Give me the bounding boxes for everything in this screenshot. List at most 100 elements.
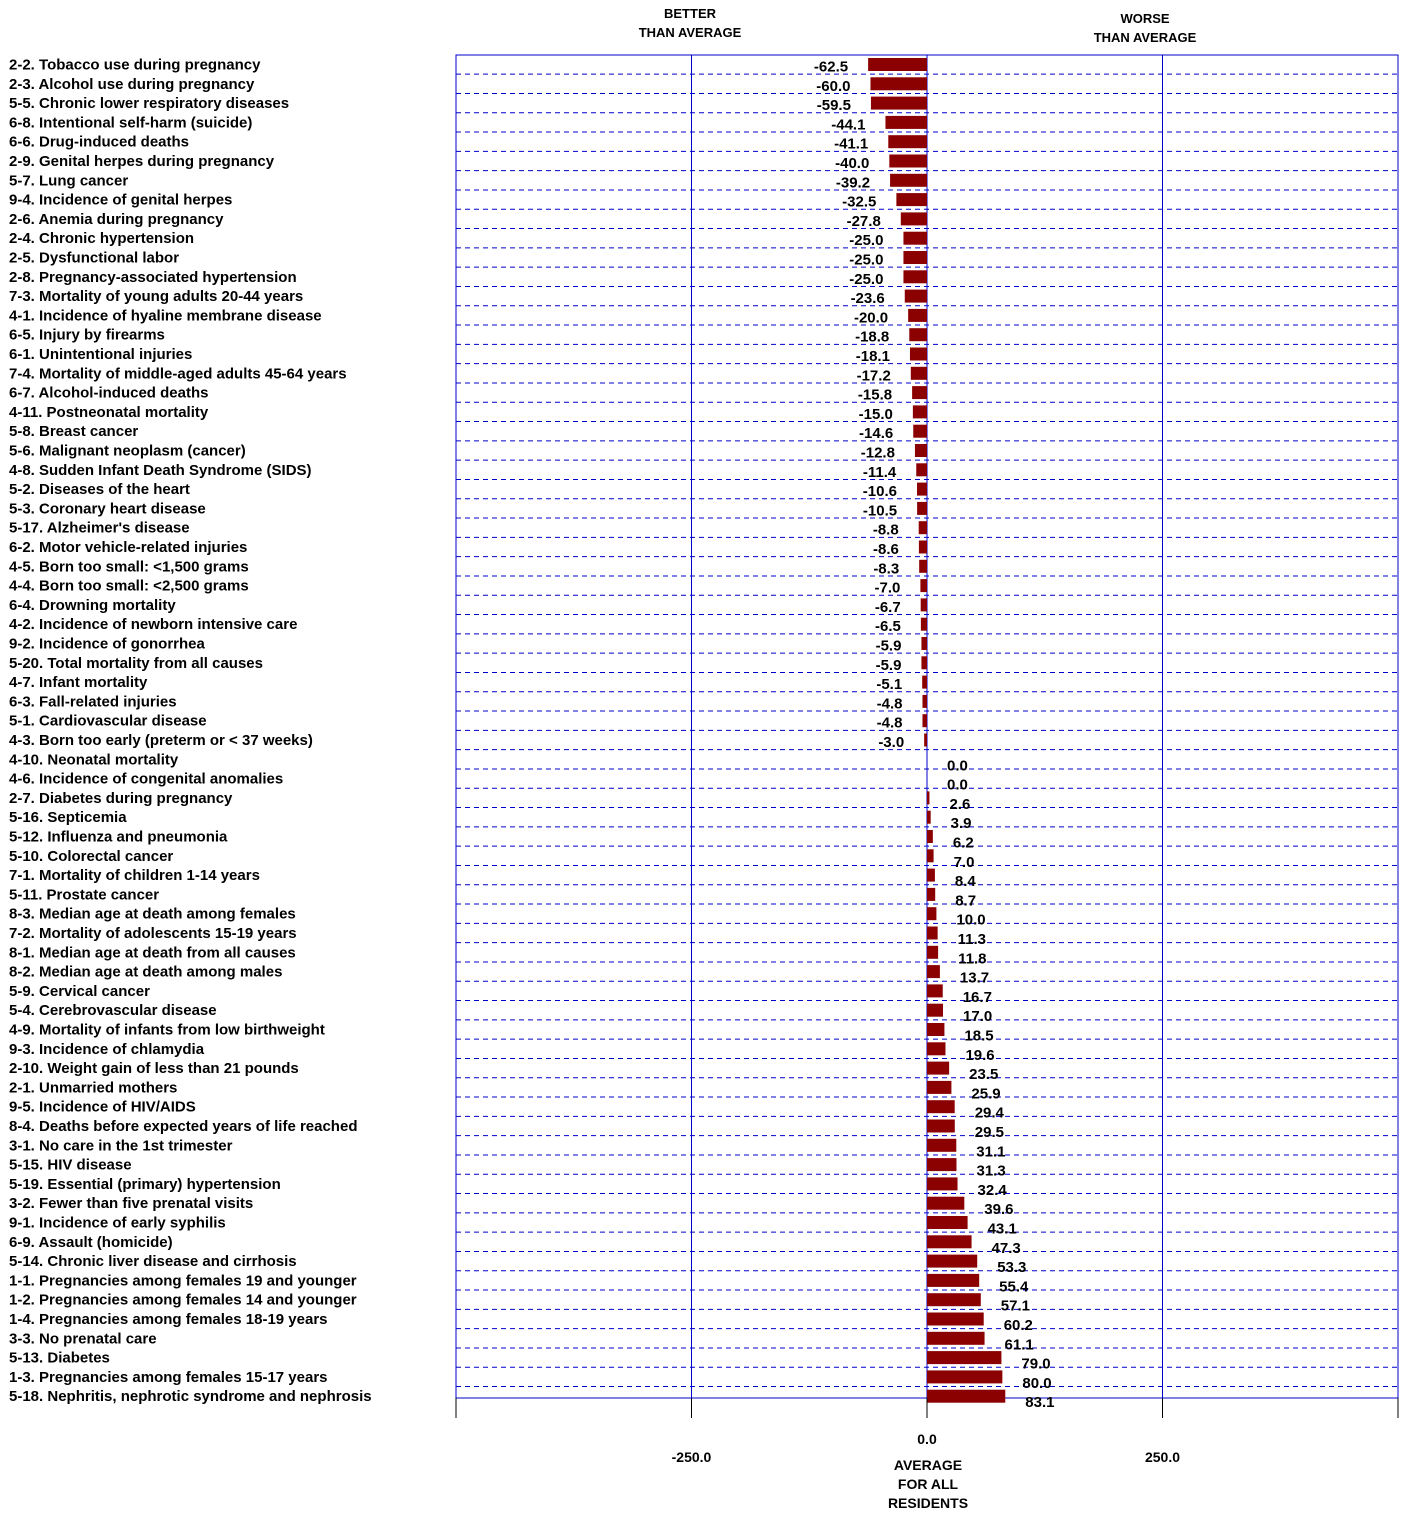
category-label: 5-5. Chronic lower respiratory diseases	[9, 95, 289, 112]
category-label: 7-1. Mortality of children 1-14 years	[9, 867, 260, 884]
category-label: 6-4. Drowning mortality	[9, 597, 176, 614]
category-label: 2-3. Alcohol use during pregnancy	[9, 76, 255, 93]
bar	[927, 1119, 955, 1133]
bar-value-label: 29.4	[975, 1105, 1005, 1122]
bar	[903, 251, 927, 264]
bar-value-label: 7.0	[954, 854, 975, 871]
bar-value-label: -39.2	[836, 174, 870, 191]
category-label: 6-5. Injury by firearms	[9, 327, 165, 344]
center-caption-line2: FOR ALL	[898, 1476, 959, 1492]
bar	[921, 656, 927, 670]
bar	[927, 887, 936, 901]
bar-value-label: 57.1	[1001, 1298, 1030, 1315]
bar-value-label: 32.4	[978, 1182, 1008, 1199]
bar	[909, 328, 927, 342]
category-label: 7-4. Mortality of middle-aged adults 45-…	[9, 365, 347, 382]
bar	[920, 598, 927, 612]
bar-value-label: 18.5	[964, 1028, 993, 1045]
bar	[927, 1351, 1002, 1365]
category-label: 9-2. Incidence of gonorrhea	[9, 636, 206, 653]
category-label: 4-8. Sudden Infant Death Syndrome (SIDS)	[9, 462, 312, 479]
bar-value-label: -11.4	[863, 464, 897, 481]
bar-value-label: 29.5	[975, 1124, 1004, 1141]
bar-value-label: 11.8	[958, 950, 986, 967]
center-caption-line1: AVERAGE	[894, 1457, 962, 1473]
bar	[927, 849, 934, 863]
category-labels: 2-2. Tobacco use during pregnancy 2-3. Al…	[9, 57, 372, 1406]
x-tick-label: 250.0	[1145, 1449, 1180, 1465]
bar-value-label: 3.9	[951, 815, 972, 832]
bar	[927, 1080, 952, 1094]
bar-value-label: -5.1	[876, 676, 902, 693]
bar-value-label: -25.0	[849, 232, 883, 249]
bar	[927, 868, 935, 882]
category-label: 5-1. Cardiovascular disease	[9, 713, 207, 730]
category-label: 3-3. No prenatal care	[9, 1330, 157, 1347]
bar-value-label: 16.7	[963, 989, 992, 1006]
bar	[909, 347, 927, 361]
bar	[868, 58, 927, 71]
bar-value-label: 61.1	[1005, 1336, 1034, 1353]
category-label: 5-18. Nephritis, nephrotic syndrome and …	[9, 1388, 372, 1405]
category-label: 2-1. Unmarried mothers	[9, 1079, 177, 1096]
bar	[927, 965, 940, 979]
bar	[927, 926, 938, 940]
bar-value-label: 8.7	[955, 892, 976, 909]
category-label: 4-11. Postneonatal mortality	[9, 404, 209, 421]
bar	[916, 463, 927, 477]
bar-value-label: -59.5	[817, 97, 851, 114]
bar	[927, 1196, 965, 1210]
bar-value-label: 11.3	[958, 931, 986, 948]
plot-area: -62.5 -60.0 -59.5 -44.1 -41.1 -40.0 -39.2 -32.5…	[455, 54, 1399, 1411]
bar-value-label: 60.2	[1004, 1317, 1033, 1334]
bar	[922, 694, 927, 708]
bar-value-label: -6.5	[875, 618, 901, 635]
header-worse-line2: THAN AVERAGE	[1094, 30, 1197, 45]
bar	[927, 1100, 955, 1114]
bar-value-label: 13.7	[960, 970, 989, 987]
bar-value-label: 79.0	[1021, 1356, 1050, 1373]
bar	[927, 1370, 1003, 1384]
bar	[927, 1331, 985, 1345]
category-label: 2-10. Weight gain of less than 21 pounds	[9, 1060, 299, 1077]
x-tick-label: 0.0	[917, 1431, 937, 1447]
category-label: 2-9. Genital herpes during pregnancy	[9, 153, 275, 170]
bar	[914, 444, 927, 457]
category-label: 6-9. Assault (homicide)	[9, 1234, 173, 1251]
category-label: 4-1. Incidence of hyaline membrane disea…	[9, 307, 322, 324]
bar	[910, 366, 927, 380]
bar	[927, 1061, 950, 1075]
category-label: 8-1. Median age at death from all causes	[9, 944, 296, 961]
bar	[927, 984, 943, 998]
bar-value-label: -10.5	[863, 502, 897, 519]
bar-value-label: -8.3	[873, 560, 899, 577]
bar-value-label: -10.6	[863, 483, 897, 500]
bar-value-label: -4.8	[877, 715, 903, 732]
category-label: 5-19. Essential (primary) hypertension	[9, 1176, 281, 1193]
bar	[927, 1273, 980, 1287]
category-label: 9-4. Incidence of genital herpes	[9, 192, 232, 209]
category-label: 2-2. Tobacco use during pregnancy	[9, 57, 261, 74]
bar-value-label: 31.1	[976, 1143, 1005, 1160]
bar	[917, 501, 927, 515]
bar	[904, 289, 927, 303]
bar	[927, 830, 933, 843]
bar-value-label: 8.4	[955, 873, 977, 890]
bar	[920, 579, 927, 593]
bar-value-label: -12.8	[861, 445, 895, 462]
bar-value-label: 17.0	[963, 1008, 992, 1025]
bar-value-label: -6.7	[875, 599, 901, 616]
bar-value-label: -23.6	[851, 290, 885, 307]
bar	[927, 791, 930, 805]
bar-value-label: -4.8	[877, 695, 903, 712]
bar-value-label: 53.3	[997, 1259, 1026, 1276]
bar	[918, 521, 927, 535]
bar	[922, 675, 927, 689]
bar	[927, 1293, 981, 1307]
category-label: 4-5. Born too small: <1,500 grams	[9, 558, 249, 575]
bar-value-label: 39.6	[984, 1201, 1013, 1218]
category-label: 5-13. Diabetes	[9, 1350, 110, 1367]
bar	[927, 907, 937, 921]
bar-value-label: 31.3	[976, 1163, 1005, 1180]
bar	[900, 212, 927, 226]
